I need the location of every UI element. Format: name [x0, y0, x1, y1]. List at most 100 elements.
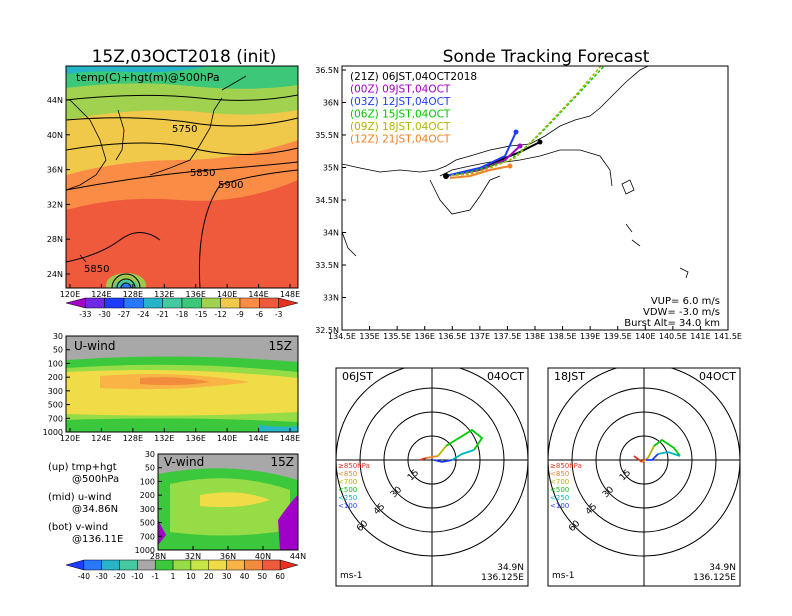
tracking-lon-tick-label: 137.5E [493, 332, 521, 341]
map500-contour-label-3: 5900 [218, 180, 243, 191]
tracking-lon-tick-label: 140E [635, 332, 655, 341]
map500-lat-tick-label: 32N [47, 200, 63, 209]
hodograph-trace [653, 438, 681, 457]
tracking-lat-tick-label: 35N [323, 164, 339, 173]
vwind-p-tick-label: 50 [145, 464, 155, 473]
map500-colorbar: -33 -30 -27 -24 -21 -18 -15 -12 -9 -6 -3 [65, 297, 299, 319]
tracking-map: (21Z) 06JST,04OCT2018(00Z) 09JST,04OCT(0… [315, 65, 742, 341]
tracking-lat-tick-label: 36N [323, 99, 339, 108]
uwind-p-tick-label: 200 [48, 373, 63, 382]
vwind-lat-tick-label: 40N [255, 552, 271, 561]
map500-colorbar-swatch [201, 297, 221, 309]
hodograph-unit: ms-1 [552, 571, 574, 581]
hodograph-level-label: <100 [550, 502, 569, 510]
uwind-lon-tick-label: 144E [248, 434, 268, 443]
tracking-lon-tick-label: 138E [525, 332, 545, 341]
hodograph-trace [437, 445, 447, 457]
hodograph-lon: 136.125E [693, 573, 736, 583]
uwind-time: 15Z [269, 339, 293, 353]
hodograph-lat: 34.9N [497, 563, 524, 573]
map500-lon-tick-label: 136E [186, 290, 206, 299]
vwind-p-tick-label: 700 [140, 532, 155, 541]
map500-lon-tick-label: 120E [60, 290, 80, 299]
hodograph-trace [445, 428, 484, 451]
panel-notes: (up) tmp+hgt @500hPa (mid) u-wind @34.86… [48, 462, 123, 545]
map500-colorbar-swatch [85, 297, 105, 309]
map500-lon-tick-label: 140E [217, 290, 237, 299]
tracking-title: Sonde Tracking Forecast [443, 47, 650, 67]
wind-colorbar-label: 1 [171, 572, 176, 581]
wind-colorbar-swatch [65, 559, 85, 571]
uwind-lon-tick-label: 132E [154, 434, 174, 443]
tracking-lon-tick-label: 134.5E [328, 332, 356, 341]
map500-colorbar-label: -33 [79, 310, 91, 319]
note-bot: (bot) v-wind [48, 522, 108, 533]
tracking-legend-entry: (12Z) 21JST,04OCT [350, 134, 451, 146]
wind-colorbar-swatch [101, 559, 120, 571]
vwind-p-tick-label: 500 [140, 519, 155, 528]
wind-colorbar-label: 40 [240, 572, 250, 581]
hodograph-level-label: <700 [550, 478, 569, 486]
wind-colorbar-label: -20 [113, 572, 125, 581]
hodograph-level-label: <700 [338, 478, 357, 486]
vwind-lat-tick-label: 36N [220, 552, 236, 561]
map500-contour-label-2: 5850 [190, 168, 215, 179]
map500-lon-tick-label: 132E [154, 290, 174, 299]
hodograph-level-label: <500 [338, 486, 357, 494]
tracking-lon-tick-label: 135E [359, 332, 379, 341]
hodograph-level-label: <850 [338, 470, 357, 478]
tracking-lat-tick-label: 36.5N [315, 66, 339, 75]
hodograph-trace [647, 445, 655, 459]
map500-colorbar-label: -24 [137, 310, 149, 319]
tracking-lon-tick-label: 139E [580, 332, 600, 341]
hodograph-lat: 34.9N [709, 563, 736, 573]
map500-colorbar-label: -18 [176, 310, 188, 319]
tracking-lon-tick-label: 139.5E [604, 332, 632, 341]
hodograph-date: 04OCT [487, 370, 524, 383]
map500-colorbar-swatch [239, 297, 260, 309]
wind-colorbar-label: -40 [78, 572, 90, 581]
hodograph-trace [633, 455, 643, 463]
hodograph-level-label: ≥850hPa [550, 462, 582, 470]
tracking-vdw: VDW= -3.0 m/s [643, 307, 720, 318]
map500-colorbar-swatch [104, 297, 125, 309]
tracking-lon-tick-label: 136.5E [438, 332, 466, 341]
vwind-p-tick-label: 300 [140, 505, 155, 514]
uwind-p-tick-label: 50 [53, 346, 63, 355]
wind-colorbar-label: 50 [258, 572, 268, 581]
hodograph-unit: ms-1 [340, 571, 362, 581]
tracking-lon-tick-label: 141E [690, 332, 710, 341]
wind-colorbar-swatch [262, 559, 281, 571]
note-mid: (mid) u-wind [48, 492, 111, 503]
vwind-section: V-wind 15Z 30 50 100 200 300 500 700 1000 28N 32… [135, 450, 306, 561]
uwind-p-tick-label: 30 [53, 332, 63, 341]
uwind-label: U-wind [74, 339, 115, 353]
map500-contour-label-1: 5750 [172, 124, 197, 135]
map500-colorbar-label: -27 [118, 310, 130, 319]
tracking-lon-tick-label: 135.5E [383, 332, 411, 341]
map500-lat-tick-label: 44N [47, 96, 63, 105]
wind-colorbar-swatch [137, 559, 156, 571]
hodograph-time: 18JST [554, 370, 585, 383]
wind-colorbar-swatch [244, 559, 263, 571]
wind-colorbar-swatch [83, 559, 102, 571]
vwind-lat-tick-label: 44N [290, 552, 306, 561]
tracking-lat-tick-label: 34N [323, 229, 339, 238]
tracking-legend-entry: (03Z) 12JST,04OCT [350, 96, 451, 108]
hodograph-level-label: ≥850hPa [338, 462, 370, 470]
tracking-lon-tick-label: 137E [470, 332, 490, 341]
hodograph-trace [425, 455, 439, 459]
uwind-p-tick-label: 500 [48, 401, 63, 410]
uwind-lon-tick-label: 120E [60, 434, 80, 443]
uwind-section: U-wind 15Z 30 50 100 200 300 500 700 1000 120E 1… [43, 332, 301, 443]
tracking-burst: Burst Alt= 34.0 km [624, 318, 720, 329]
vwind-p-tick-label: 100 [140, 477, 155, 486]
tracking-lon-tick-label: 138.5E [549, 332, 577, 341]
hodograph-trace [451, 449, 475, 461]
map500-colorbar-label: -9 [236, 310, 244, 319]
map500-lon-tick-label: 148E [280, 290, 300, 299]
vwind-lat-tick-label: 28N [150, 552, 166, 561]
tracking-lon-tick-label: 141.5E [714, 332, 742, 341]
